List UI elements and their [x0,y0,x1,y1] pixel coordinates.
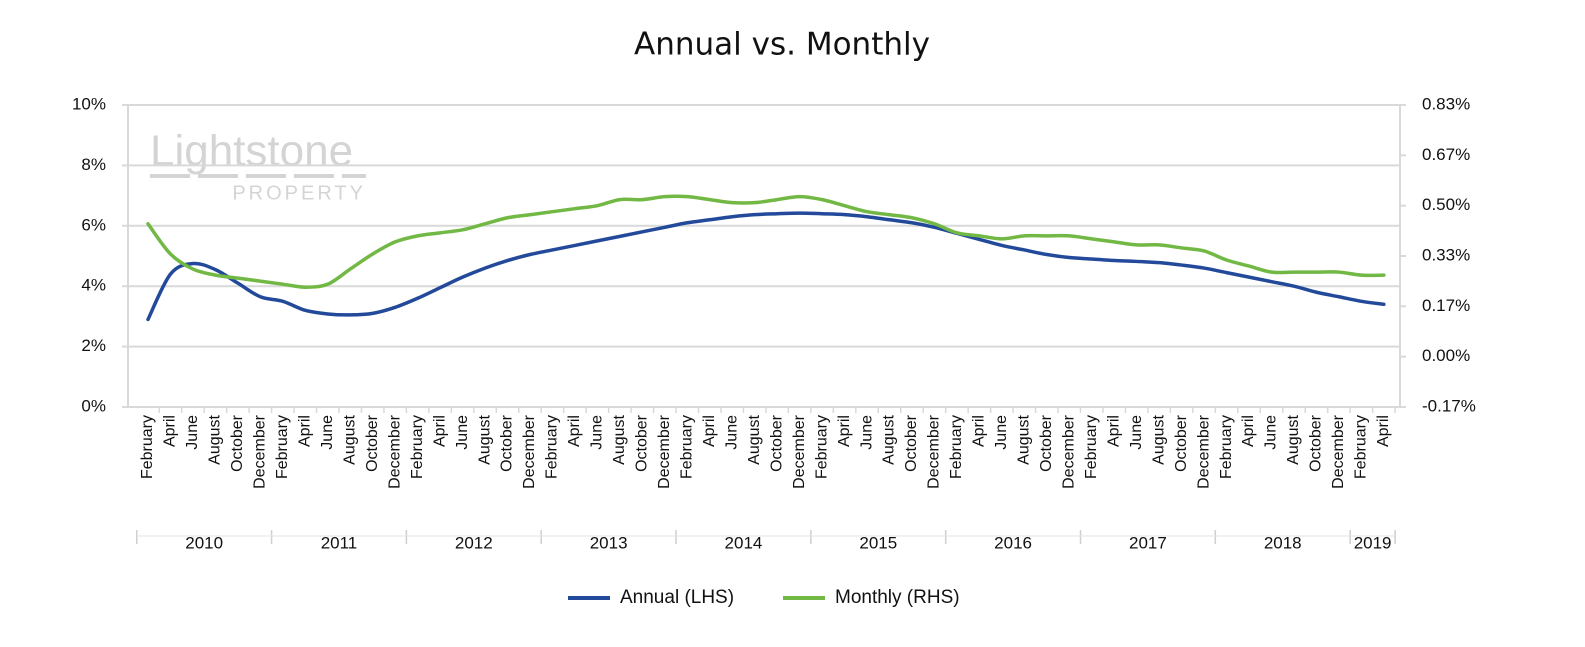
y2-tick-label: 0.17% [1422,296,1470,315]
group-label: 2018 [1264,533,1302,552]
x-tick-label: August [1285,414,1302,464]
x-tick-label: February [274,415,291,479]
group-label: 2014 [725,533,763,552]
y-tick-label: 10% [72,94,106,113]
x-tick-label: April [836,415,853,447]
x-tick-label: August [1016,414,1033,464]
x-tick-label: December [1330,414,1347,488]
legend-label: Annual (LHS) [620,587,734,608]
x-tick-label: October [903,414,920,472]
group-label: 2012 [455,533,493,552]
x-tick-label: August [746,414,763,464]
x-tick-label: February [678,415,695,479]
x-tick-label: February [1083,415,1100,479]
x-tick-label: June [858,415,875,450]
x-tick-label: August [881,414,898,464]
x-tick-label: October [1038,414,1055,472]
watermark-sub: PROPERTY [232,182,366,204]
group-label: 2010 [185,533,223,552]
x-tick-label: April [162,415,179,447]
x-tick-label: April [297,415,314,447]
y-tick-label: 0% [81,396,106,415]
x-tick-label: August [341,414,358,464]
x-tick-label: October [499,414,516,472]
y2-tick-label: -0.17% [1422,396,1476,415]
x-tick-label: February [1218,415,1235,479]
y-tick-label: 6% [81,215,106,234]
x-tick-label: December [656,414,673,488]
x-tick-label: February [409,415,426,479]
x-tick-label: February [1353,415,1370,479]
y2-tick-label: 0.33% [1422,245,1470,264]
series-line [146,194,1386,289]
y2-tick-label: 0.50% [1422,195,1470,214]
x-tick-label: June [723,415,740,450]
x-tick-label: October [364,414,381,472]
group-label: 2011 [321,533,358,552]
group-label: 2013 [590,533,628,552]
x-tick-label: June [454,415,471,450]
x-tick-label: April [701,415,718,447]
y-tick-label: 2% [81,336,106,355]
x-tick-label: June [993,415,1010,450]
group-label: 2016 [994,533,1032,552]
x-tick-label: December [1060,414,1077,488]
series-line [146,211,1386,322]
x-tick-label: June [1128,415,1145,450]
legend-label: Monthly (RHS) [835,587,960,608]
y2-tick-label: 0.00% [1422,346,1470,365]
y-tick-label: 4% [81,276,106,295]
x-tick-label: August [476,414,493,464]
x-tick-label: December [386,414,403,488]
x-tick-label: December [521,414,538,488]
x-tick-label: December [252,414,269,488]
x-tick-label: February [139,415,156,479]
x-tick-label: April [566,415,583,447]
y2-tick-label: 0.83% [1422,94,1470,113]
x-tick-label: October [1173,414,1190,472]
x-tick-label: June [184,415,201,450]
y2-tick-label: 0.67% [1422,145,1470,164]
x-tick-label: April [971,415,988,447]
x-tick-label: June [319,415,336,450]
x-tick-label: December [926,414,943,488]
x-tick-label: October [768,414,785,472]
x-tick-label: August [207,414,224,464]
x-tick-label: October [1308,414,1325,472]
watermark: Lightstone [150,127,353,176]
x-tick-label: October [229,414,246,472]
group-label: 2017 [1129,533,1167,552]
group-label: 2015 [859,533,897,552]
group-label: 2019 [1354,533,1392,552]
x-tick-label: December [1195,414,1212,488]
x-tick-label: April [431,415,448,447]
x-tick-label: April [1240,415,1257,447]
x-tick-label: February [544,415,561,479]
x-tick-label: June [589,415,606,450]
x-tick-label: April [1375,415,1392,447]
x-tick-label: December [791,414,808,488]
y-tick-label: 8% [81,155,106,174]
chart-title: Annual vs. Monthly [634,27,930,63]
x-tick-label: February [813,415,830,479]
x-tick-label: April [1105,415,1122,447]
x-tick-label: August [611,414,628,464]
x-tick-label: June [1263,415,1280,450]
x-tick-label: August [1150,414,1167,464]
x-tick-label: February [948,415,965,479]
x-tick-label: October [634,414,651,472]
